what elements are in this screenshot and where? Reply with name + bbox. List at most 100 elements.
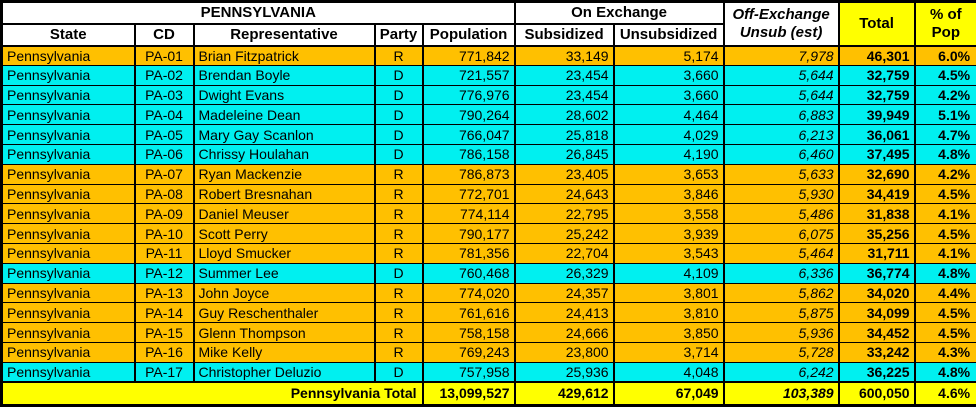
cell-representative[interactable]: Mike Kelly: [194, 342, 375, 362]
cell-state[interactable]: Pennsylvania: [2, 243, 135, 263]
cell-cd[interactable]: PA-07: [135, 164, 194, 184]
total-off-exchange-unsub[interactable]: 103,389: [724, 382, 839, 405]
cell-pct-of-pop[interactable]: 4.2%: [915, 85, 976, 105]
cell-representative[interactable]: John Joyce: [194, 283, 375, 303]
total-total[interactable]: 600,050: [839, 382, 915, 405]
cell-pct-of-pop[interactable]: 4.3%: [915, 342, 976, 362]
cell-unsubsidized[interactable]: 5,174: [614, 46, 724, 66]
cell-state[interactable]: Pennsylvania: [2, 125, 135, 145]
cell-off-exchange-unsub[interactable]: 5,862: [724, 283, 839, 303]
cell-party[interactable]: R: [375, 303, 423, 323]
cell-total[interactable]: 32,690: [839, 164, 915, 184]
cell-unsubsidized[interactable]: 3,653: [614, 164, 724, 184]
cell-party[interactable]: D: [375, 125, 423, 145]
cell-unsubsidized[interactable]: 4,464: [614, 105, 724, 125]
cell-state[interactable]: Pennsylvania: [2, 105, 135, 125]
cell-representative[interactable]: Glenn Thompson: [194, 323, 375, 343]
cell-party[interactable]: D: [375, 144, 423, 164]
total-population[interactable]: 13,099,527: [423, 382, 515, 405]
cell-off-exchange-unsub[interactable]: 6,213: [724, 125, 839, 145]
cell-state[interactable]: Pennsylvania: [2, 204, 135, 224]
cell-total[interactable]: 36,061: [839, 125, 915, 145]
cell-total[interactable]: 34,452: [839, 323, 915, 343]
cell-off-exchange-unsub[interactable]: 6,883: [724, 105, 839, 125]
cell-representative[interactable]: Brendan Boyle: [194, 65, 375, 85]
cell-unsubsidized[interactable]: 4,190: [614, 144, 724, 164]
cell-subsidized[interactable]: 23,454: [515, 85, 614, 105]
cell-representative[interactable]: Guy Reschenthaler: [194, 303, 375, 323]
cell-unsubsidized[interactable]: 3,660: [614, 65, 724, 85]
cell-state[interactable]: Pennsylvania: [2, 85, 135, 105]
cell-representative[interactable]: Madeleine Dean: [194, 105, 375, 125]
cell-subsidized[interactable]: 22,704: [515, 243, 614, 263]
cell-population[interactable]: 771,842: [423, 46, 515, 66]
cell-pct-of-pop[interactable]: 4.8%: [915, 362, 976, 382]
cell-subsidized[interactable]: 23,405: [515, 164, 614, 184]
cell-total[interactable]: 34,020: [839, 283, 915, 303]
cell-state[interactable]: Pennsylvania: [2, 303, 135, 323]
cell-representative[interactable]: Daniel Meuser: [194, 204, 375, 224]
cell-cd[interactable]: PA-10: [135, 224, 194, 244]
cell-population[interactable]: 757,958: [423, 362, 515, 382]
cell-unsubsidized[interactable]: 4,109: [614, 263, 724, 283]
cell-party[interactable]: R: [375, 204, 423, 224]
cell-party[interactable]: D: [375, 263, 423, 283]
cell-subsidized[interactable]: 23,454: [515, 65, 614, 85]
cell-pct-of-pop[interactable]: 4.1%: [915, 243, 976, 263]
cell-subsidized[interactable]: 25,818: [515, 125, 614, 145]
cell-population[interactable]: 790,177: [423, 224, 515, 244]
cell-unsubsidized[interactable]: 4,029: [614, 125, 724, 145]
cell-total[interactable]: 32,759: [839, 85, 915, 105]
cell-state[interactable]: Pennsylvania: [2, 164, 135, 184]
cell-off-exchange-unsub[interactable]: 5,728: [724, 342, 839, 362]
cell-cd[interactable]: PA-17: [135, 362, 194, 382]
cell-population[interactable]: 781,356: [423, 243, 515, 263]
cell-off-exchange-unsub[interactable]: 5,486: [724, 204, 839, 224]
cell-population[interactable]: 774,020: [423, 283, 515, 303]
cell-cd[interactable]: PA-04: [135, 105, 194, 125]
cell-party[interactable]: D: [375, 362, 423, 382]
cell-cd[interactable]: PA-03: [135, 85, 194, 105]
cell-party[interactable]: R: [375, 46, 423, 66]
cell-party[interactable]: R: [375, 283, 423, 303]
cell-unsubsidized[interactable]: 3,850: [614, 323, 724, 343]
cell-total[interactable]: 37,495: [839, 144, 915, 164]
cell-off-exchange-unsub[interactable]: 6,242: [724, 362, 839, 382]
cell-cd[interactable]: PA-08: [135, 184, 194, 204]
cell-party[interactable]: R: [375, 164, 423, 184]
cell-state[interactable]: Pennsylvania: [2, 46, 135, 66]
cell-cd[interactable]: PA-11: [135, 243, 194, 263]
cell-subsidized[interactable]: 24,413: [515, 303, 614, 323]
cell-cd[interactable]: PA-14: [135, 303, 194, 323]
cell-representative[interactable]: Robert Bresnahan: [194, 184, 375, 204]
cell-subsidized[interactable]: 25,936: [515, 362, 614, 382]
cell-population[interactable]: 766,047: [423, 125, 515, 145]
cell-pct-of-pop[interactable]: 4.5%: [915, 224, 976, 244]
cell-state[interactable]: Pennsylvania: [2, 65, 135, 85]
cell-total[interactable]: 36,774: [839, 263, 915, 283]
total-subsidized[interactable]: 429,612: [515, 382, 614, 405]
cell-population[interactable]: 760,468: [423, 263, 515, 283]
cell-subsidized[interactable]: 33,149: [515, 46, 614, 66]
cell-state[interactable]: Pennsylvania: [2, 323, 135, 343]
cell-population[interactable]: 769,243: [423, 342, 515, 362]
cell-subsidized[interactable]: 24,666: [515, 323, 614, 343]
cell-total[interactable]: 35,256: [839, 224, 915, 244]
cell-representative[interactable]: Brian Fitzpatrick: [194, 46, 375, 66]
cell-cd[interactable]: PA-01: [135, 46, 194, 66]
cell-off-exchange-unsub[interactable]: 5,930: [724, 184, 839, 204]
cell-population[interactable]: 721,557: [423, 65, 515, 85]
cell-pct-of-pop[interactable]: 4.2%: [915, 164, 976, 184]
cell-state[interactable]: Pennsylvania: [2, 184, 135, 204]
cell-pct-of-pop[interactable]: 6.0%: [915, 46, 976, 66]
cell-state[interactable]: Pennsylvania: [2, 263, 135, 283]
total-unsubsidized[interactable]: 67,049: [614, 382, 724, 405]
cell-party[interactable]: D: [375, 65, 423, 85]
cell-state[interactable]: Pennsylvania: [2, 342, 135, 362]
cell-pct-of-pop[interactable]: 5.1%: [915, 105, 976, 125]
cell-unsubsidized[interactable]: 3,558: [614, 204, 724, 224]
cell-party[interactable]: R: [375, 323, 423, 343]
cell-representative[interactable]: Ryan Mackenzie: [194, 164, 375, 184]
cell-party[interactable]: D: [375, 85, 423, 105]
cell-party[interactable]: R: [375, 243, 423, 263]
